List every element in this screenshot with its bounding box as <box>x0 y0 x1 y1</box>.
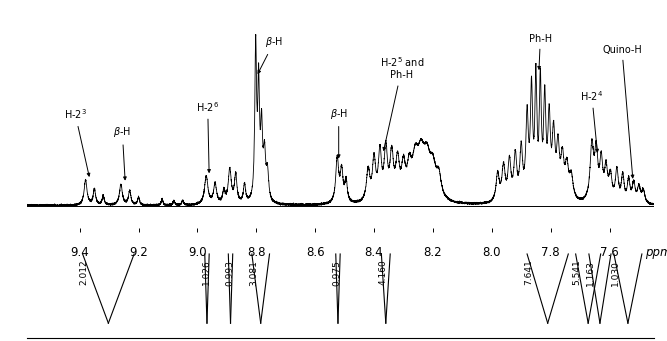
Text: H-2$^6$: H-2$^6$ <box>196 100 219 172</box>
Text: 9.0: 9.0 <box>188 246 207 259</box>
Text: 7.6: 7.6 <box>600 246 619 259</box>
Text: ppm: ppm <box>645 246 667 259</box>
Text: 8.4: 8.4 <box>365 246 384 259</box>
Text: 2.012: 2.012 <box>79 260 89 285</box>
Text: 1.163: 1.163 <box>586 260 595 286</box>
Text: H-2$^5$ and
Ph-H: H-2$^5$ and Ph-H <box>380 55 424 150</box>
Text: H-2$^4$: H-2$^4$ <box>580 89 604 152</box>
Text: 1.030: 1.030 <box>611 260 620 286</box>
Text: 7.641: 7.641 <box>524 260 533 285</box>
Text: 8.2: 8.2 <box>424 246 442 259</box>
Text: Ph-H: Ph-H <box>529 34 552 69</box>
Text: 0.975: 0.975 <box>333 260 342 286</box>
Text: 5.541: 5.541 <box>573 260 582 285</box>
Text: 8.6: 8.6 <box>306 246 324 259</box>
Text: $\beta$-H: $\beta$-H <box>113 125 131 180</box>
Text: 3.081: 3.081 <box>249 260 258 286</box>
Text: 1.026: 1.026 <box>201 260 211 285</box>
Text: 0.993: 0.993 <box>225 260 234 286</box>
Text: 8.0: 8.0 <box>482 246 501 259</box>
Text: 9.2: 9.2 <box>129 246 148 259</box>
Text: 7.8: 7.8 <box>542 246 560 259</box>
Text: 8.8: 8.8 <box>247 246 265 259</box>
Text: 9.4: 9.4 <box>70 246 89 259</box>
Text: $\beta$-H: $\beta$-H <box>258 35 283 73</box>
Text: Quino-H: Quino-H <box>602 45 642 178</box>
Text: $\beta$-H: $\beta$-H <box>329 107 348 158</box>
Text: 4.160: 4.160 <box>378 260 388 285</box>
Text: H-2$^3$: H-2$^3$ <box>64 107 90 176</box>
